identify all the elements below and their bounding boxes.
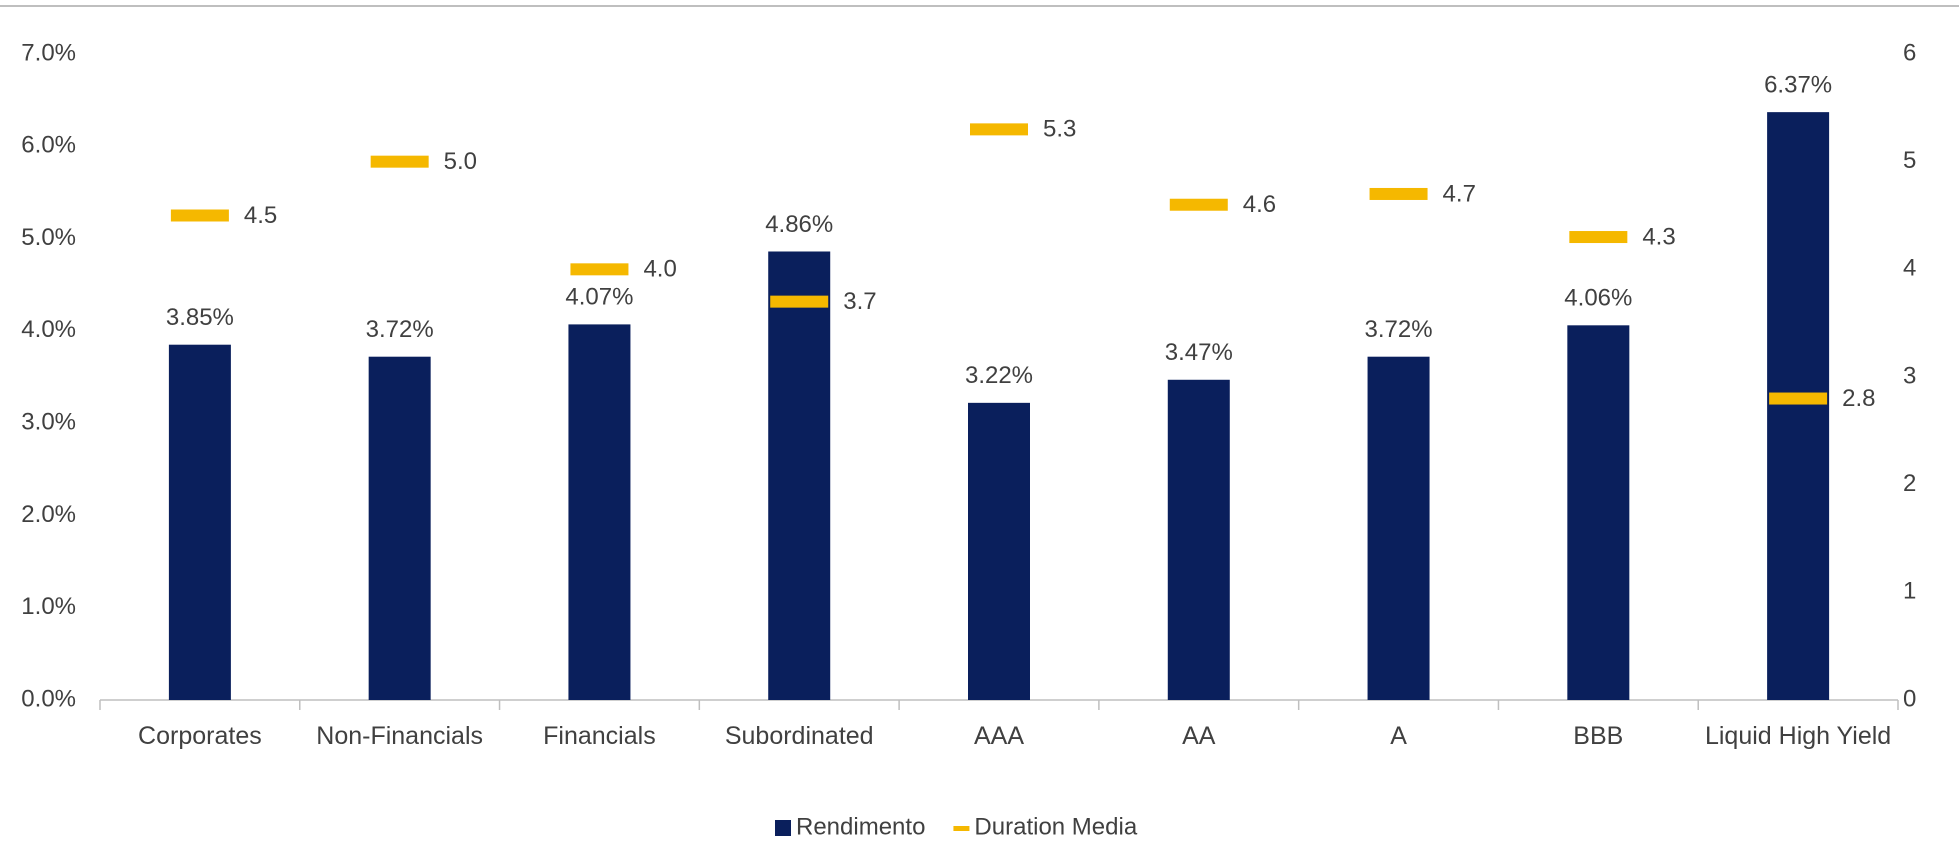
bar (1167, 379, 1230, 700)
data-label: 3.22% (965, 362, 1033, 389)
y-tick-label: 6.0% (21, 132, 76, 159)
data-label: 2.8 (1842, 385, 1875, 412)
y-tick-label: 2.0% (21, 501, 76, 528)
y2-tick-label: 6 (1903, 39, 1916, 66)
data-label: 5.0 (444, 148, 477, 175)
duration-marker (370, 155, 429, 168)
duration-marker (170, 209, 229, 222)
bar (368, 356, 431, 700)
x-tick-label: A (1390, 722, 1407, 750)
y2-tick-label: 5 (1903, 147, 1916, 174)
y-tick-label: 0.0% (21, 685, 76, 712)
bar (968, 402, 1030, 700)
duration-marker (970, 123, 1028, 136)
bar (768, 251, 831, 700)
duration-marker (570, 263, 629, 276)
y-tick-label: 7.0% (21, 39, 76, 66)
y2-tick-label: 1 (1903, 578, 1916, 605)
bar (1567, 325, 1630, 700)
legend-label: Rendimento (796, 813, 925, 840)
x-tick-label: Non-Financials (316, 722, 484, 750)
legend-swatch (775, 820, 791, 836)
duration-marker (1169, 198, 1228, 211)
data-label: 4.06% (1564, 285, 1632, 312)
data-label: 3.47% (1165, 339, 1233, 366)
y-tick-label: 5.0% (21, 224, 76, 251)
bar (1767, 112, 1830, 700)
data-label: 3.72% (366, 316, 434, 343)
data-label: 4.5 (244, 202, 277, 229)
data-label: 4.7 (1443, 180, 1476, 207)
y-tick-label: 1.0% (21, 593, 76, 620)
y-tick-label: 4.0% (21, 316, 76, 343)
data-label: 3.72% (1365, 316, 1433, 343)
bar (568, 324, 631, 700)
legend-label: Duration Media (974, 813, 1137, 840)
x-tick-label: AA (1182, 722, 1216, 750)
data-label: 6.37% (1764, 71, 1832, 98)
duration-marker (1369, 187, 1428, 200)
bar (1367, 356, 1430, 700)
x-tick-label: Corporates (138, 722, 262, 750)
x-tick-label: BBB (1573, 722, 1624, 750)
y2-tick-label: 0 (1903, 685, 1916, 712)
data-label: 4.86% (765, 211, 833, 238)
data-label: 5.3 (1043, 116, 1076, 143)
x-tick-label: Financials (543, 722, 656, 750)
legend-swatch (953, 826, 970, 831)
y2-tick-label: 3 (1903, 362, 1916, 389)
data-label: 4.0 (643, 256, 676, 283)
data-label: 3.7 (843, 288, 876, 315)
x-tick-label: Subordinated (724, 722, 874, 750)
x-tick-label: Liquid High Yield (1704, 722, 1892, 750)
data-label: 4.07% (565, 284, 633, 311)
duration-marker (1569, 231, 1628, 244)
y-tick-label: 3.0% (21, 408, 76, 435)
data-label: 4.3 (1642, 223, 1675, 250)
bar (168, 344, 231, 700)
x-tick-label: AAA (973, 722, 1024, 750)
data-label: 3.85% (166, 304, 234, 331)
y2-tick-label: 4 (1903, 255, 1916, 282)
data-label: 4.6 (1243, 191, 1276, 218)
y2-tick-label: 2 (1903, 470, 1916, 497)
duration-marker (1769, 392, 1828, 405)
duration-marker (770, 295, 829, 308)
